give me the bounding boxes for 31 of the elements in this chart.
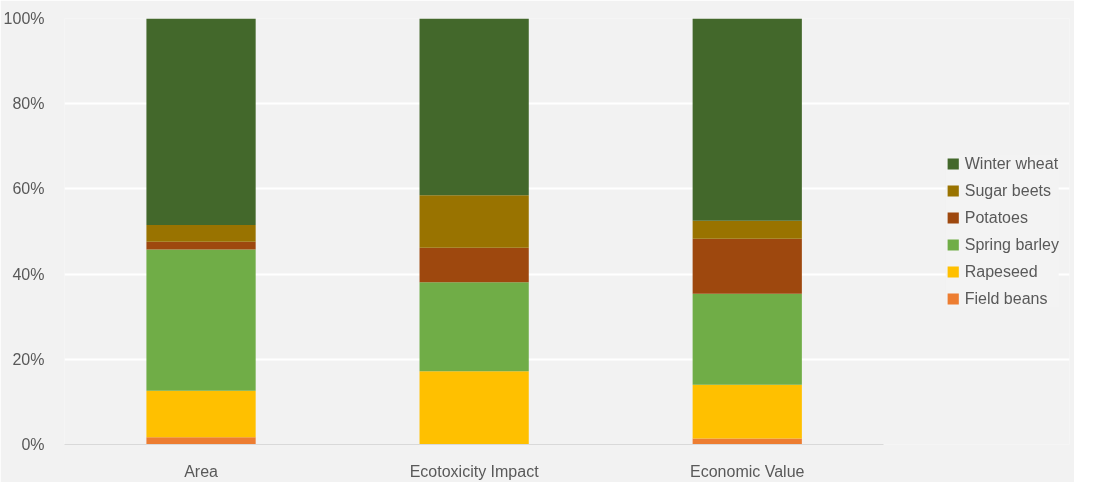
bar — [146, 241, 256, 250]
y-tick-label: 80% — [12, 95, 45, 113]
legend-label: Spring barley — [964, 235, 1059, 254]
legend-label: Sugar beets — [964, 181, 1051, 200]
y-tick-label: 0% — [21, 436, 45, 453]
bar — [692, 220, 802, 239]
bar — [146, 390, 256, 438]
y-tick-label: 100% — [3, 10, 45, 27]
x-tick-label: Economic Value — [690, 462, 805, 480]
bar — [419, 282, 529, 372]
y-tick-label: 40% — [12, 265, 45, 283]
legend-label: Potatoes — [964, 208, 1028, 227]
bar — [419, 247, 529, 283]
y-tick-label: 60% — [12, 180, 45, 198]
legend-label: Rapeseed — [964, 262, 1038, 281]
bar — [692, 18, 802, 221]
legend-label: Field beans — [964, 289, 1048, 308]
bar — [146, 225, 256, 242]
bar — [692, 238, 802, 294]
bar — [692, 293, 802, 385]
x-tick-label: Ecotoxicity Impact — [409, 462, 540, 480]
bar — [419, 18, 529, 196]
bar — [692, 384, 802, 439]
y-tick-label: 20% — [12, 350, 45, 368]
bar — [146, 249, 256, 391]
x-tick-label: Area — [184, 462, 219, 480]
bar — [146, 437, 256, 445]
legend-label: Winter wheat — [964, 154, 1059, 173]
bar — [146, 18, 256, 226]
bar — [419, 371, 529, 445]
bar — [419, 195, 529, 248]
